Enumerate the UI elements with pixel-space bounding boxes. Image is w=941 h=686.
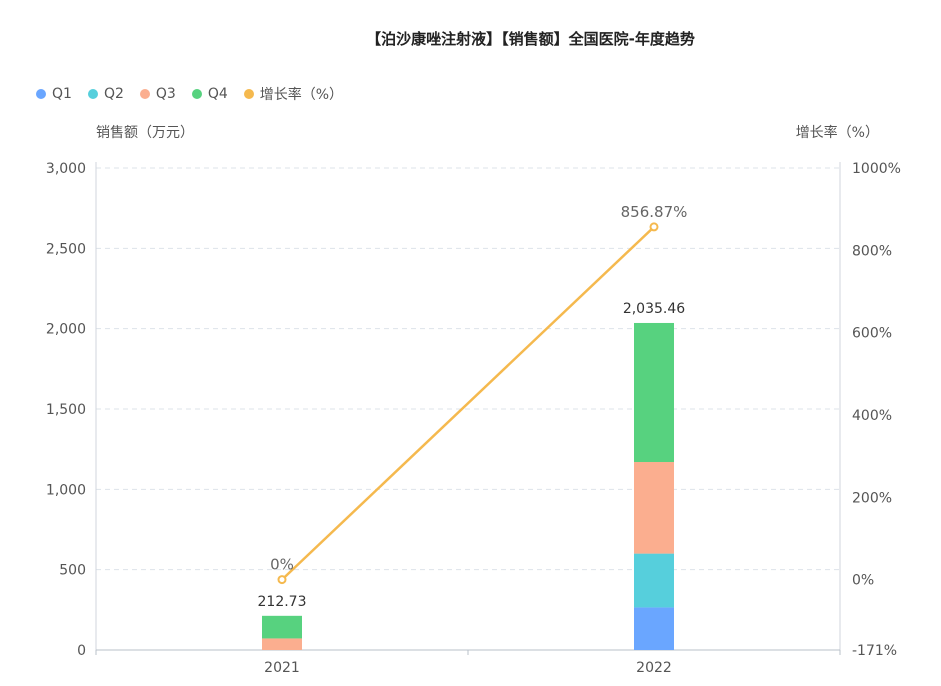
y-tick-label-right: 0% xyxy=(852,573,874,589)
legend-item-growth[interactable]: 增长率（%） xyxy=(243,84,344,104)
y-tick-label-right: 200% xyxy=(852,490,892,506)
y-axis-left-title: 销售额（万元） xyxy=(96,125,194,141)
legend-item-q1[interactable]: Q1 xyxy=(36,84,72,104)
legend-marker-q2 xyxy=(87,89,98,99)
y-tick-label-right: 1000% xyxy=(852,161,901,177)
y-tick-label-left: 500 xyxy=(59,563,86,579)
legend-label-q2: Q2 xyxy=(103,86,124,102)
legend-marker-q4 xyxy=(191,89,202,99)
y-tick-label-right: 600% xyxy=(852,326,892,342)
growth-rate-point xyxy=(277,575,287,585)
bar-total-label: 212.73 xyxy=(258,594,307,610)
y-tick-label-left: 3,000 xyxy=(46,161,86,177)
y-tick-label-left: 2,000 xyxy=(46,322,86,338)
legend-marker-q1 xyxy=(36,89,46,99)
x-tick-label: 2022 xyxy=(636,660,672,676)
chart-legend: Q1 Q2 Q3 Q4 增长率（%） xyxy=(36,84,343,104)
y-tick-label-left: 1,000 xyxy=(46,482,86,498)
bar-q1-2022 xyxy=(634,607,674,650)
y-tick-label-right: 800% xyxy=(852,243,892,259)
legend-marker-q3 xyxy=(139,89,150,99)
growth-rate-point xyxy=(649,222,659,232)
growth-rate-label: 856.87% xyxy=(621,203,688,221)
y-axis-right-title: 增长率（%） xyxy=(795,125,879,141)
bar-q3-2022 xyxy=(634,462,674,554)
bar-q4-2021 xyxy=(262,615,302,639)
y-tick-label-left: 0 xyxy=(77,643,86,659)
x-tick-label: 2021 xyxy=(264,660,300,676)
bar-q4-2022 xyxy=(634,322,674,463)
y-tick-label-right: -171% xyxy=(852,643,897,659)
bar-q3-2021 xyxy=(262,638,302,650)
legend-label-q3: Q3 xyxy=(155,86,176,102)
y-tick-label-left: 2,500 xyxy=(46,241,86,257)
legend-item-q3[interactable]: Q3 xyxy=(139,84,176,104)
y-tick-label-right: 400% xyxy=(852,408,892,424)
legend-marker-growth xyxy=(243,89,254,99)
chart-title: 【泊沙康唑注射液】【销售额】全国医院-年度趋势 xyxy=(366,30,695,48)
bar-q2-2022 xyxy=(634,553,674,608)
legend-item-q4[interactable]: Q4 xyxy=(191,84,228,104)
legend-item-q2[interactable]: Q2 xyxy=(87,84,124,104)
growth-rate-line xyxy=(281,226,655,581)
growth-rate-label: 0% xyxy=(270,556,294,574)
legend-label-growth: 增长率（%） xyxy=(259,87,344,103)
legend-label-q4: Q4 xyxy=(207,86,228,102)
legend-label-q1: Q1 xyxy=(52,86,72,102)
bar-total-label: 2,035.46 xyxy=(623,301,685,317)
y-tick-label-left: 1,500 xyxy=(46,402,86,418)
